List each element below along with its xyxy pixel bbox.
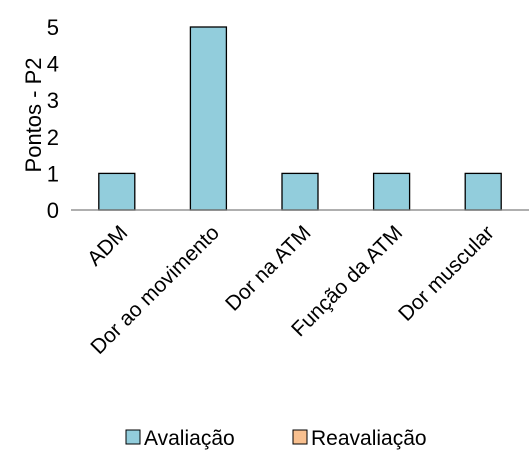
bar-dor-muscular bbox=[464, 172, 502, 211]
legend-swatch bbox=[125, 429, 141, 445]
y-tick-label: 2 bbox=[47, 125, 59, 150]
legend-swatch bbox=[292, 429, 308, 445]
bar-fun-o-da-atm bbox=[372, 172, 411, 211]
legend: Avaliação Reavaliação bbox=[125, 427, 427, 450]
legend-label: Reavaliação bbox=[311, 427, 427, 450]
x-tick-label: ADM bbox=[83, 221, 132, 270]
x-tick-label: Dor muscular bbox=[394, 221, 499, 326]
x-tick-label: Dor na ATM bbox=[221, 221, 315, 315]
y-tick-label: 3 bbox=[47, 88, 59, 113]
bar-adm bbox=[98, 172, 136, 211]
y-tick-label: 4 bbox=[47, 52, 59, 77]
y-tick-label: 5 bbox=[47, 15, 59, 40]
bar-dor-ao-movimento bbox=[189, 26, 228, 211]
y-axis-label: Pontos - P2 bbox=[21, 58, 46, 173]
y-tick-label: 1 bbox=[47, 161, 59, 186]
bars bbox=[98, 26, 502, 211]
y-tick-label: 0 bbox=[47, 198, 59, 223]
legend-label: Avaliação bbox=[144, 427, 235, 450]
bar-dor-na-atm bbox=[281, 172, 319, 211]
y-axis-ticks: 0 1 2 3 4 5 bbox=[47, 15, 59, 223]
